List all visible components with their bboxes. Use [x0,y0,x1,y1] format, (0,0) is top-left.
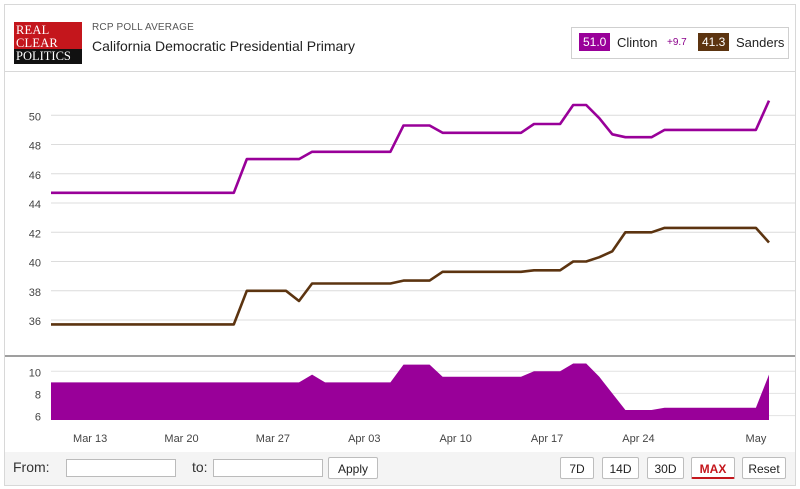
x-tick-label: May [746,433,767,445]
range-7d-button[interactable]: 7D [560,457,594,479]
chart-widget: REAL CLEAR POLITICS RCP POLL AVERAGE Cal… [4,4,796,486]
x-tick-label: Mar 27 [256,433,290,445]
range-14d-button[interactable]: 14D [602,457,639,479]
y-tick-label: 48 [29,141,41,153]
x-tick-label: Apr 03 [348,433,380,445]
series-line-clinton [51,100,771,195]
legend-clinton-value: 51.0 [579,33,611,51]
logo-line-real: REAL [16,23,50,37]
legend-sanders-value: 41.3 [698,33,730,51]
y-tick-label: 46 [29,170,41,182]
y-tick-label: 42 [29,228,41,240]
y-tick-label: 50 [29,111,41,123]
from-label: From: [13,459,50,475]
to-date-input[interactable] [213,459,323,477]
logo-line-politics: POLITICS [14,49,82,64]
chart-svg: 36 38 40 42 44 46 48 50 6 8 10 Mar 13 Mar 20 Mar 27 Ap… [5,100,795,445]
chart-header: REAL CLEAR POLITICS RCP POLL AVERAGE Cal… [5,5,795,71]
y-tick-label: 40 [29,258,41,270]
spread-y-tick-label: 8 [35,389,41,401]
spread-y-tick-label: 10 [29,367,41,379]
range-controls: From: to: Apply 7D 14D 30D MAX Reset [5,452,795,485]
legend-sanders-name: Sanders [736,35,785,50]
series-line-sanders [51,226,770,326]
plot-area: 36 38 40 42 44 46 48 50 6 8 10 Mar 13 Mar 20 Mar 27 Ap… [5,71,795,453]
range-30d-button[interactable]: 30D [647,457,684,479]
legend-clinton-name: Clinton [617,35,658,50]
rcp-logo: REAL CLEAR POLITICS [14,22,82,64]
logo-line-clear: CLEAR [16,35,58,50]
chart-kicker: RCP POLL AVERAGE [92,22,194,33]
legend-clinton-spread: +9.7 [667,37,687,48]
reset-button[interactable]: Reset [742,457,786,479]
to-label: to: [192,459,208,475]
x-tick-label: Apr 10 [439,433,471,445]
chart-legend: 51.0 Clinton +9.7 41.3 Sanders [571,27,789,59]
y-tick-label: 38 [29,287,41,299]
x-tick-label: Apr 24 [622,433,654,445]
y-tick-label: 44 [29,199,41,211]
range-max-button[interactable]: MAX [691,457,735,479]
x-tick-label: Mar 13 [73,433,107,445]
from-date-input[interactable] [66,459,176,477]
chart-title: California Democratic Presidential Prima… [92,38,355,54]
apply-button[interactable]: Apply [328,457,378,479]
x-tick-label: Mar 20 [164,433,198,445]
spread-y-tick-label: 6 [35,412,41,424]
x-tick-label: Apr 17 [531,433,563,445]
y-tick-label: 36 [29,316,41,328]
spread-area-clinton [51,363,769,420]
